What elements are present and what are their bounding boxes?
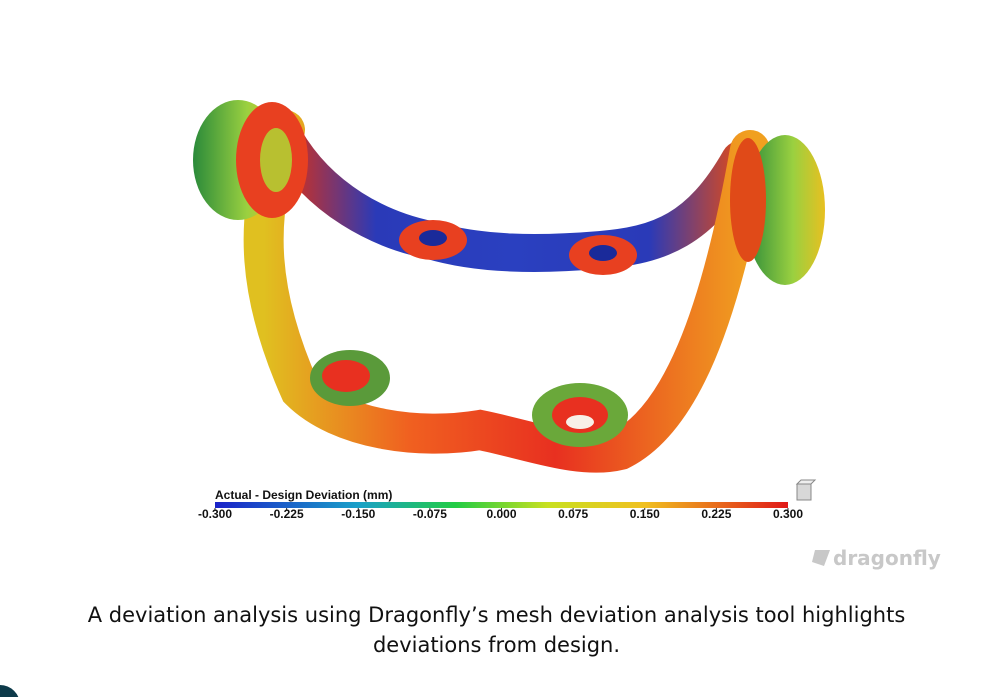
tick-label: 0.075 <box>558 507 588 521</box>
colorbar <box>215 502 788 508</box>
tick-label: 0.225 <box>701 507 731 521</box>
colorbar-title: Actual - Design Deviation (mm) <box>215 488 392 502</box>
tick-label: -0.300 <box>198 507 232 521</box>
view-cube <box>795 479 817 501</box>
watermark-logo <box>812 550 830 566</box>
tick-label: 0.300 <box>773 507 803 521</box>
tick-label: 0.150 <box>630 507 660 521</box>
part-render <box>193 100 825 473</box>
tick-label: -0.150 <box>341 507 375 521</box>
corner-badge <box>0 685 19 697</box>
caption: A deviation analysis using Dragonfly’s m… <box>87 603 906 657</box>
watermark: dragonfly <box>833 546 941 570</box>
tick-label: -0.225 <box>270 507 304 521</box>
tick-label: 0.000 <box>486 507 516 521</box>
colorbar-ticks: -0.300 -0.225 -0.150 -0.075 0.000 0.075 0.150 0… <box>198 507 803 521</box>
tick-label: -0.075 <box>413 507 447 521</box>
